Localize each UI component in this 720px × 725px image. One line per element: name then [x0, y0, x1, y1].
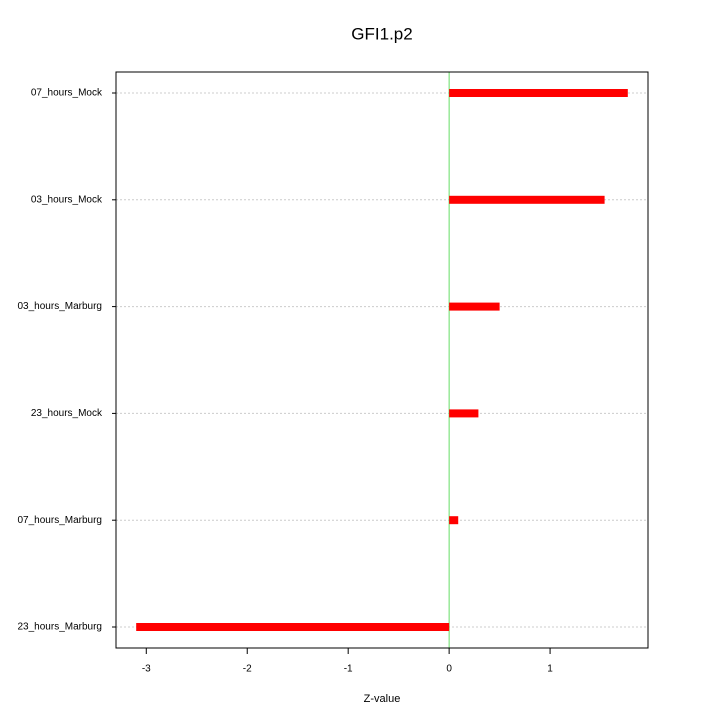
- y-tick-label: 07_hours_Mock: [31, 88, 103, 99]
- y-tick-label: 03_hours_Mock: [31, 194, 103, 205]
- y-tick-label: 07_hours_Marburg: [18, 515, 103, 526]
- y-tick-label: 03_hours_Marburg: [18, 301, 103, 312]
- x-tick-label: -1: [344, 664, 353, 675]
- bar: [136, 623, 450, 631]
- bar: [449, 516, 459, 525]
- bar: [449, 302, 500, 311]
- bar: [449, 89, 628, 97]
- x-tick-label: -3: [142, 664, 151, 675]
- x-axis-label: Z-value: [364, 693, 401, 705]
- chart-title: GFI1.p2: [351, 24, 412, 43]
- x-tick-label: 0: [446, 664, 452, 675]
- bar: [449, 409, 479, 418]
- plot-frame: [115, 71, 649, 649]
- y-tick-label: 23_hours_Marburg: [18, 622, 103, 633]
- x-tick-label: -2: [243, 664, 252, 675]
- y-tick-label: 23_hours_Mock: [31, 408, 103, 419]
- x-tick-label: 1: [547, 664, 553, 675]
- bar: [449, 195, 605, 204]
